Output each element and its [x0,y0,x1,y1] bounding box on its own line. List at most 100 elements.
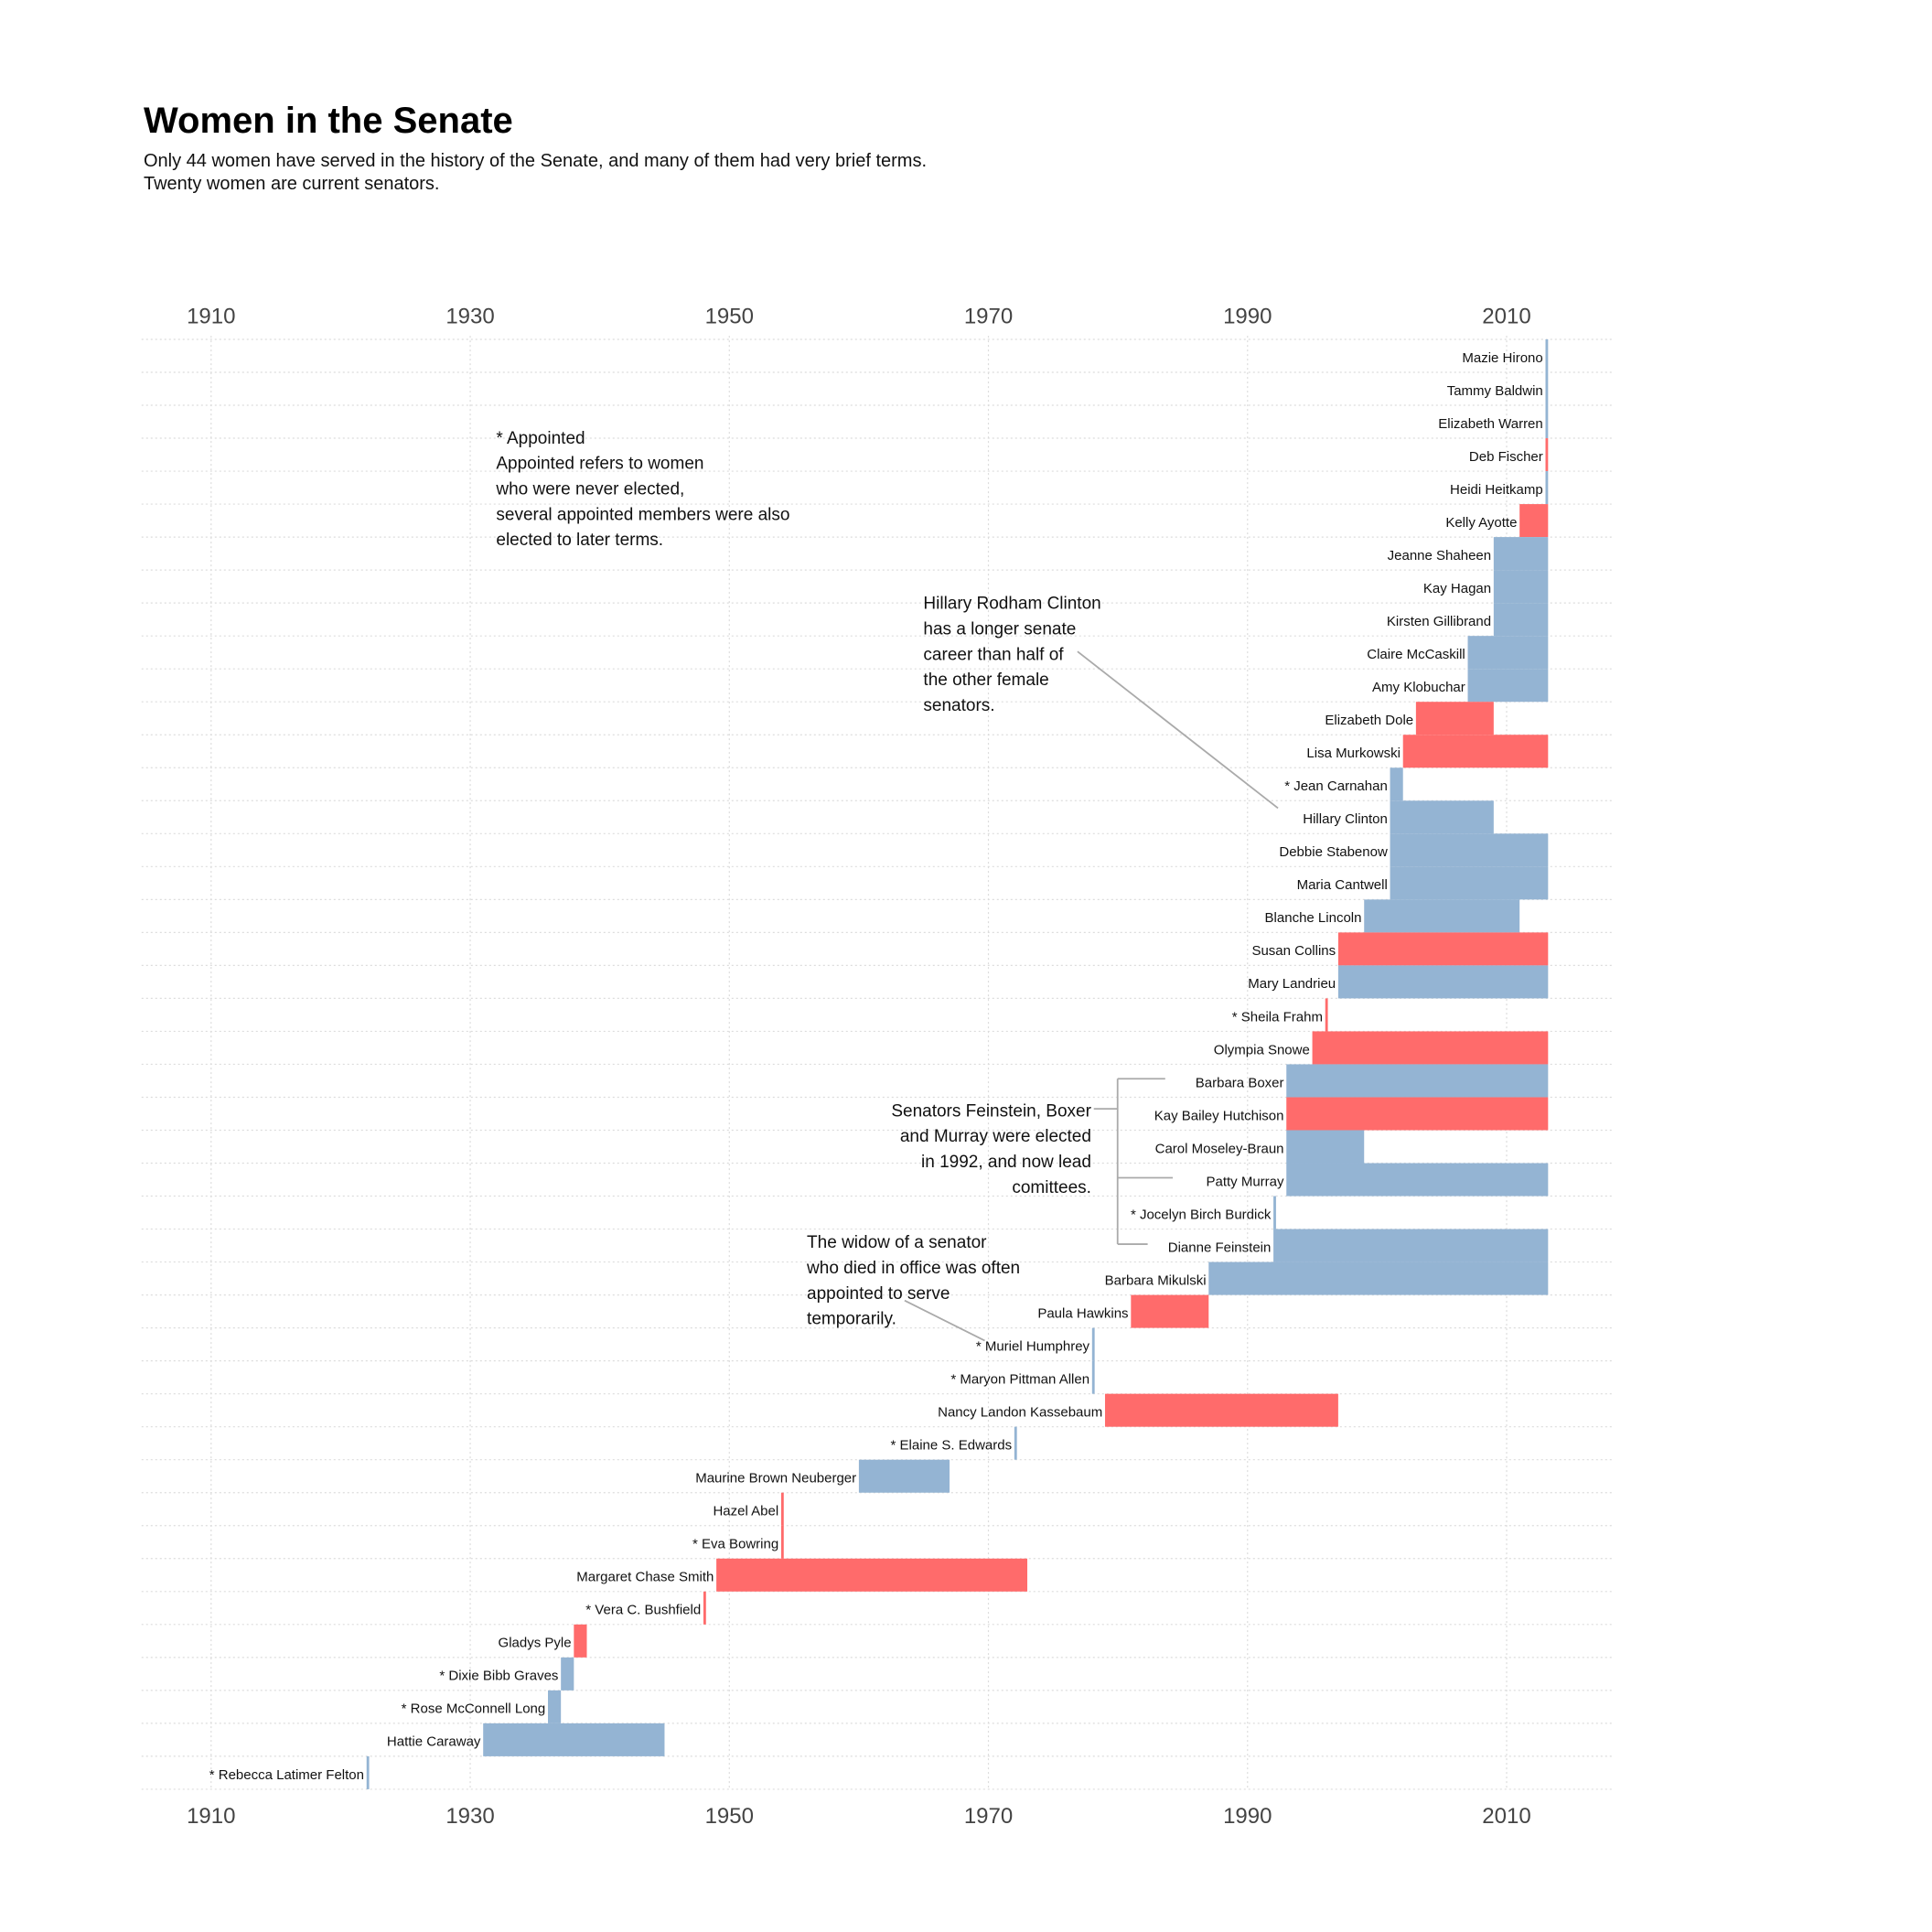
bar-hattie-caraway [483,1723,665,1756]
label-kirsten-gillibrand: Kirsten Gillibrand [1387,614,1491,629]
bar-patty-murray [1286,1163,1549,1197]
bar-maryon-pittman-allen [1091,1360,1095,1394]
annotation-appointed-line: elected to later terms. [496,531,663,550]
label-barbara-mikulski: Barbara Mikulski [1105,1272,1207,1288]
label-jocelyn-birch-burdick: * Jocelyn Birch Burdick [1131,1207,1272,1222]
tick-top-1930: 1930 [445,304,494,328]
chart-subtitle: Only 44 women have served in the history… [144,150,927,196]
bar-debbie-stabenow [1390,833,1549,867]
annotations: * Appointed Appointed refers to women who … [495,429,1100,1329]
label-gladys-pyle: Gladys Pyle [499,1636,572,1651]
label-hazel-abel: Hazel Abel [713,1504,778,1519]
tick-bottom-1950: 1950 [705,1804,754,1829]
label-hattie-caraway: Hattie Caraway [387,1734,481,1750]
bar-elizabeth-dole [1415,702,1494,735]
tick-top-1950: 1950 [705,304,754,328]
label-margaret-chase-smith: Margaret Chase Smith [576,1570,714,1585]
label-hillary-clinton: Hillary Clinton [1303,811,1388,827]
bar-dianne-feinstein [1273,1229,1549,1262]
senator-labels: Mazie Hirono Tammy Baldwin Elizabeth Warre… [209,350,1543,1783]
label-muriel-humphrey: * Muriel Humphrey [976,1338,1090,1354]
bar-sheila-frahm [1325,998,1328,1032]
label-jean-carnahan: * Jean Carnahan [1284,778,1388,794]
bar-carol-moseley-braun [1286,1130,1365,1164]
subtitle-line-1: Only 44 women have served in the history… [144,151,927,171]
label-dixie-bibb-graves: * Dixie Bibb Graves [439,1669,558,1684]
bar-rebecca-latimer-felton [366,1755,370,1789]
bar-kirsten-gillibrand [1493,603,1549,637]
label-elaine-s-edwards: * Elaine S. Edwards [891,1438,1013,1454]
bar-lisa-murkowski [1402,735,1549,768]
label-elizabeth-dole: Elizabeth Dole [1325,713,1413,728]
annotation-clinton-line: has a longer senate [923,619,1076,639]
chart-title: Women in the Senate [144,101,513,141]
bar-barbara-boxer [1286,1064,1549,1098]
bar-maurine-brown-neuberger [858,1459,950,1493]
annotation-appointed-line: several appointed members were also [496,505,789,524]
tick-bottom-1970: 1970 [964,1804,1013,1829]
annotation-class1992-line: in 1992, and now lead [921,1153,1091,1172]
annotation-appointed-line: Appointed refers to women [496,455,703,474]
bar-mazie-hirono [1545,338,1549,372]
bar-claire-mccaskill [1467,636,1549,670]
tick-top-1910: 1910 [187,304,235,328]
label-nancy-landon-kassebaum: Nancy Landon Kassebaum [938,1405,1102,1421]
bar-vera-c-bushfield [703,1591,706,1625]
label-mary-landrieu: Mary Landrieu [1248,976,1336,992]
annotation-class1992-line: Senators Feinstein, Boxer [891,1101,1091,1121]
bar-margaret-chase-smith [716,1558,1028,1592]
label-barbara-boxer: Barbara Boxer [1196,1075,1284,1090]
bar-hazel-abel [780,1492,784,1526]
label-carol-moseley-braun: Carol Moseley-Braun [1155,1141,1284,1156]
axis-ticks: 1910 1930 1950 1970 1990 2010 1910 1930 1950 1970… [187,304,1531,1828]
bar-jocelyn-birch-burdick [1273,1196,1276,1229]
label-eva-bowring: * Eva Bowring [692,1537,778,1552]
label-rebecca-latimer-felton: * Rebecca Latimer Felton [209,1767,364,1783]
label-paula-hawkins: Paula Hawkins [1037,1305,1128,1321]
tick-top-1990: 1990 [1223,304,1272,328]
annotation-clinton-line: the other female [923,671,1048,690]
label-olympia-snowe: Olympia Snowe [1214,1042,1310,1057]
annotation-appointed-line: * Appointed [496,429,585,448]
label-maria-cantwell: Maria Cantwell [1297,877,1388,893]
bar-gladys-pyle [574,1624,587,1658]
annotation-appointed-line: who were never elected, [495,479,684,499]
bar-elaine-s-edwards [1014,1426,1017,1460]
bar-muriel-humphrey [1091,1327,1095,1361]
bar-maria-cantwell [1390,866,1549,900]
label-jeanne-shaheen: Jeanne Shaheen [1388,548,1491,564]
annotation-widow-line: appointed to serve [807,1284,950,1304]
bar-barbara-mikulski [1208,1261,1549,1295]
subtitle-line-2: Twenty women are current senators. [144,174,440,194]
label-elizabeth-warren: Elizabeth Warren [1438,416,1543,432]
annotation-class1992-line: comittees. [1012,1178,1091,1197]
bar-kay-hagan [1493,570,1549,604]
label-vera-c-bushfield: * Vera C. Bushfield [585,1603,701,1618]
label-blanche-lincoln: Blanche Lincoln [1265,910,1362,926]
label-dianne-feinstein: Dianne Feinstein [1168,1240,1272,1255]
bar-hillary-clinton [1390,800,1494,834]
bar-heidi-heitkamp [1545,471,1549,505]
annotation-clinton-line: career than half of [923,645,1064,664]
label-claire-mccaskill: Claire McCaskill [1367,647,1465,662]
bar-nancy-landon-kassebaum [1104,1393,1338,1427]
annotation-clinton-line: Hillary Rodham Clinton [923,595,1100,614]
label-debbie-stabenow: Debbie Stabenow [1279,844,1388,860]
label-susan-collins: Susan Collins [1251,943,1336,959]
bar-elizabeth-warren [1545,405,1549,439]
bars-layer [366,338,1549,1789]
bar-paula-hawkins [1131,1294,1209,1328]
widow-leader [904,1299,985,1342]
bar-eva-bowring [780,1525,784,1559]
bar-jean-carnahan [1390,767,1403,801]
label-patty-murray: Patty Murray [1206,1174,1284,1189]
label-lisa-murkowski: Lisa Murkowski [1306,746,1401,761]
tick-top-2010: 2010 [1482,304,1530,328]
label-maryon-pittman-allen: * Maryon Pittman Allen [950,1372,1089,1388]
bar-susan-collins [1337,932,1549,966]
annotation-clinton-line: senators. [923,696,994,715]
label-kelly-ayotte: Kelly Ayotte [1445,515,1517,531]
bar-mary-landrieu [1337,965,1549,999]
label-sheila-frahm: * Sheila Frahm [1232,1009,1323,1025]
